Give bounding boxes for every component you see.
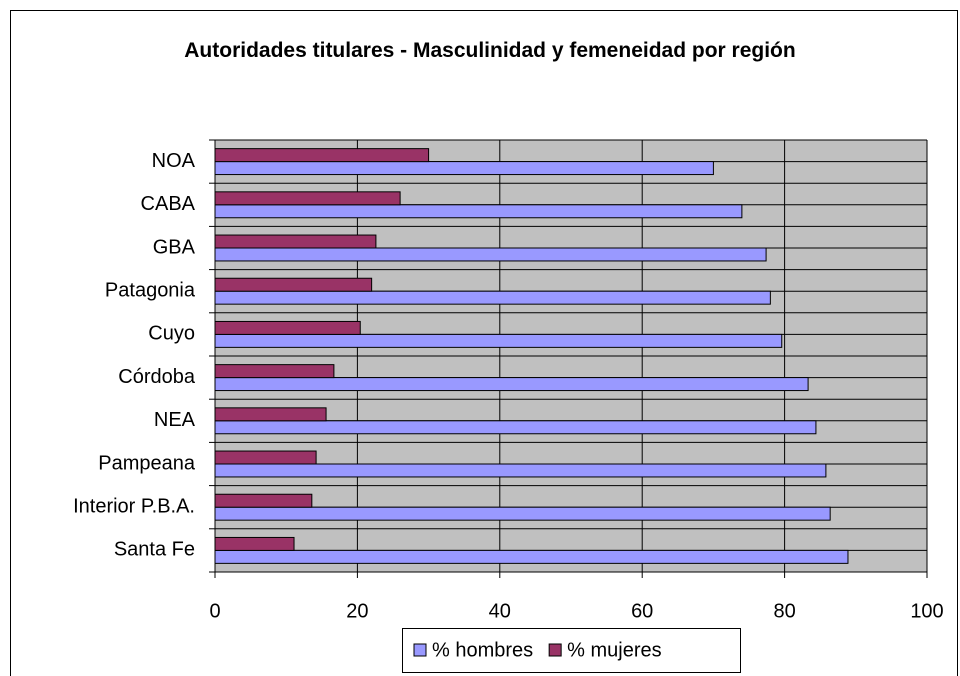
- chart-title: Autoridades titulares - Masculinidad y f…: [184, 39, 796, 62]
- x-tick-label: 0: [209, 600, 220, 622]
- x-tick-label: 20: [346, 600, 368, 622]
- bar: [214, 377, 809, 392]
- x-tick-label: 100: [910, 600, 943, 622]
- y-tick-label: NEA: [154, 409, 196, 431]
- legend-box: [402, 628, 741, 673]
- bar: [214, 333, 783, 348]
- bar: [214, 290, 771, 305]
- y-tick-label: GBA: [153, 236, 196, 258]
- y-tick-label: Pampeana: [98, 452, 196, 474]
- x-tick-label: 60: [631, 600, 653, 622]
- bar: [214, 407, 327, 422]
- bar: [214, 191, 401, 206]
- y-tick-label: Patagonia: [105, 279, 196, 301]
- bar: [214, 493, 313, 508]
- x-tick-label: 40: [489, 600, 511, 622]
- bar: [214, 234, 377, 249]
- legend-label: % mujeres: [567, 639, 661, 661]
- bar: [214, 204, 743, 219]
- bar: [214, 506, 831, 521]
- y-tick-label: Cuyo: [148, 323, 195, 345]
- legend-swatch: [413, 643, 427, 657]
- bar: [214, 148, 430, 163]
- bar: [214, 247, 767, 262]
- y-tick-label: CABA: [141, 193, 196, 215]
- x-tick-label: 80: [773, 600, 795, 622]
- bar: [214, 364, 335, 379]
- bar: [214, 277, 373, 292]
- bar: [214, 420, 817, 435]
- bar: [214, 320, 361, 335]
- y-tick-label: Córdoba: [118, 366, 196, 388]
- legend-label: % hombres: [432, 639, 533, 661]
- bar: [214, 450, 317, 465]
- y-tick-label: Interior P.B.A.: [73, 495, 195, 517]
- legend-swatch: [548, 643, 562, 657]
- bar: [214, 536, 295, 551]
- bar: [214, 549, 849, 564]
- bar: [214, 161, 714, 176]
- y-tick-label: Santa Fe: [114, 539, 195, 561]
- y-tick-label: NOA: [152, 150, 196, 172]
- bar: [214, 463, 827, 478]
